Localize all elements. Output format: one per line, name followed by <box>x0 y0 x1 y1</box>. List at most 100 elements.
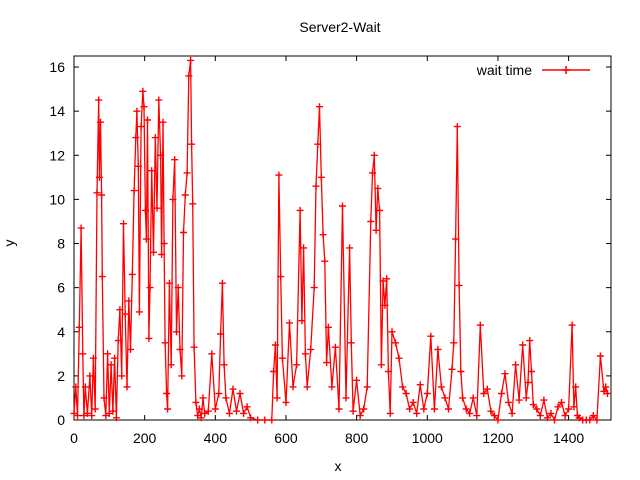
data-point <box>346 244 354 252</box>
data-point <box>409 398 417 406</box>
data-point <box>187 56 195 64</box>
data-point <box>303 383 311 391</box>
data-point <box>197 414 205 422</box>
data-point <box>183 169 191 177</box>
data-point <box>522 394 530 402</box>
data-point <box>189 200 197 208</box>
data-point <box>135 308 143 316</box>
y-tick-label: 14 <box>49 103 65 119</box>
data-point <box>296 206 304 214</box>
data-point <box>158 251 166 258</box>
data-point <box>157 151 165 159</box>
data-point <box>289 383 297 391</box>
x-tick-label: 600 <box>274 430 298 446</box>
data-point <box>142 235 150 243</box>
data-point <box>192 398 200 406</box>
data-point <box>416 381 424 389</box>
data-point <box>384 368 392 375</box>
data-point <box>146 284 154 292</box>
data-point <box>524 379 532 386</box>
x-tick-label: 1200 <box>482 430 513 446</box>
legend-label: wait time <box>476 62 532 78</box>
data-point <box>540 396 548 404</box>
data-point <box>360 405 368 413</box>
data-point <box>335 405 343 413</box>
data-point <box>487 407 495 415</box>
data-point <box>596 352 604 360</box>
data-point <box>123 383 131 391</box>
data-point <box>160 240 168 247</box>
data-point <box>529 401 537 409</box>
data-point <box>501 370 509 378</box>
data-point <box>72 383 80 391</box>
data-point <box>105 409 113 417</box>
data-point <box>112 414 120 422</box>
data-point <box>215 390 223 397</box>
data-point <box>307 345 315 353</box>
data-point <box>353 376 361 384</box>
data-point <box>328 383 336 391</box>
data-point <box>473 412 481 420</box>
data-point <box>339 202 346 210</box>
axis-ticks: 0 200 400 600 800 1000 1200 1400 0 2 4 6 8 10 12 14 16 <box>49 56 611 446</box>
data-point <box>140 103 148 111</box>
data-point <box>427 332 435 340</box>
data-point <box>77 224 85 232</box>
data-point <box>528 368 535 375</box>
data-point <box>261 416 269 424</box>
data-point <box>483 385 491 393</box>
data-point <box>208 350 216 358</box>
data-point <box>233 407 240 415</box>
data-point <box>301 350 309 358</box>
data-point <box>159 118 167 126</box>
chart-title: Server2-Wait <box>299 19 380 35</box>
data-point <box>141 206 149 214</box>
data-point <box>469 394 477 402</box>
data-point <box>91 405 99 413</box>
y-tick-label: 8 <box>57 236 65 252</box>
y-tick-label: 2 <box>57 368 65 384</box>
data-point <box>356 412 364 420</box>
data-point <box>229 385 237 393</box>
data-point <box>145 334 153 342</box>
data-point <box>494 416 502 424</box>
data-point <box>273 394 281 402</box>
data-point <box>176 345 184 353</box>
data-point <box>98 191 106 199</box>
data-point <box>125 297 133 305</box>
data-point <box>589 412 597 420</box>
data-point <box>271 341 279 349</box>
data-point <box>543 414 551 422</box>
data-point <box>526 337 534 345</box>
data-point <box>600 387 608 395</box>
data-point <box>137 123 145 131</box>
data-point <box>118 372 126 380</box>
data-point <box>278 354 286 362</box>
data-point <box>83 409 91 417</box>
data-point <box>568 321 576 329</box>
data-point <box>298 317 306 325</box>
data-point <box>130 187 138 195</box>
data-point <box>211 405 219 413</box>
data-point <box>243 403 251 411</box>
data-point <box>270 368 278 375</box>
data-point <box>374 184 382 192</box>
data-point <box>218 279 226 287</box>
plot-frame <box>73 55 612 421</box>
data-point <box>220 361 228 369</box>
data-point <box>75 323 83 331</box>
data-point <box>240 409 248 417</box>
data-point <box>199 394 207 402</box>
data-point <box>551 416 558 424</box>
data-point <box>593 416 601 424</box>
data-point <box>128 270 136 278</box>
data-point <box>572 383 580 391</box>
data-point <box>331 343 339 351</box>
data-point <box>93 189 101 197</box>
data-point <box>317 173 325 181</box>
data-point <box>116 306 124 314</box>
series-line <box>73 59 609 421</box>
data-point <box>89 354 97 362</box>
data-point <box>558 398 565 406</box>
